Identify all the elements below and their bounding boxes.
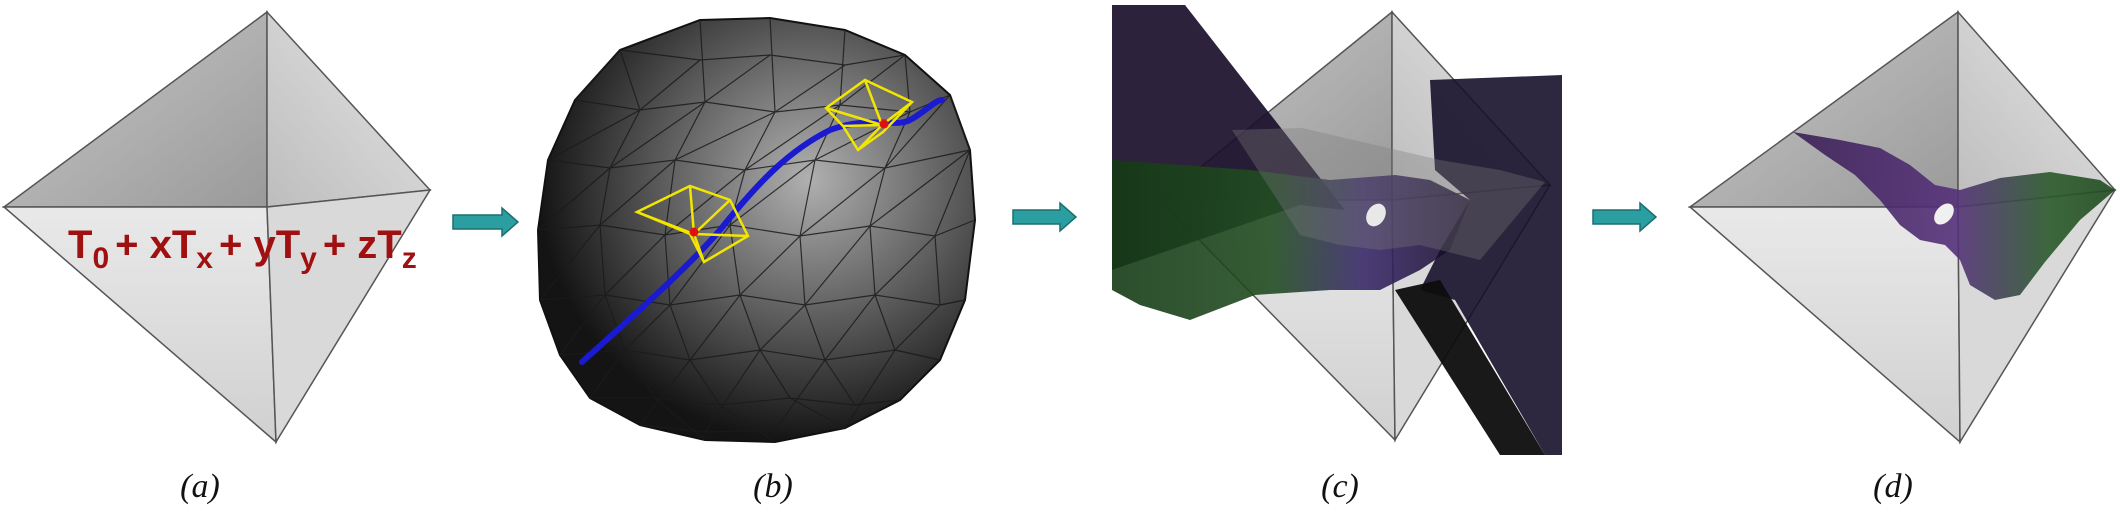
- arrow-right-icon: [1012, 201, 1078, 233]
- panel-d: (d): [1687, 10, 2117, 505]
- caption-c: (c): [1321, 468, 1359, 505]
- caption-a: (a): [180, 468, 220, 505]
- formula: T0 + xTx + yTy + zTz: [68, 223, 417, 275]
- caption-d: (d): [1873, 468, 1913, 505]
- surface-hole-d: [1934, 203, 1954, 225]
- surface-translucent-sheet: [1232, 128, 1545, 260]
- surface-main: [1112, 160, 1470, 320]
- panel-b: (b): [536, 16, 977, 505]
- surface-d: [1793, 132, 2115, 300]
- octa-face-bottom-right: [266, 189, 432, 445]
- surface-lower-dark: [1395, 280, 1545, 455]
- sphere-mesh: [537, 17, 976, 443]
- surface-right-slab: [1420, 75, 1562, 455]
- surface-hole: [1366, 203, 1386, 227]
- caption-b: (b): [753, 468, 793, 505]
- panel-a: T0 + xTx + yTy + zTz (a): [1, 10, 432, 505]
- octa-face-top-right: [266, 10, 432, 208]
- trajectory-curve: [579, 97, 945, 365]
- arrow-right-icon: [1592, 201, 1658, 233]
- octahedron-a: [1, 10, 432, 445]
- arrow-right-icon: [452, 206, 520, 238]
- octa-face-top-left: [1, 10, 268, 208]
- marker-point-lower: [689, 227, 699, 237]
- panel-c: (c): [1112, 5, 1562, 505]
- marker-point-upper: [879, 119, 889, 129]
